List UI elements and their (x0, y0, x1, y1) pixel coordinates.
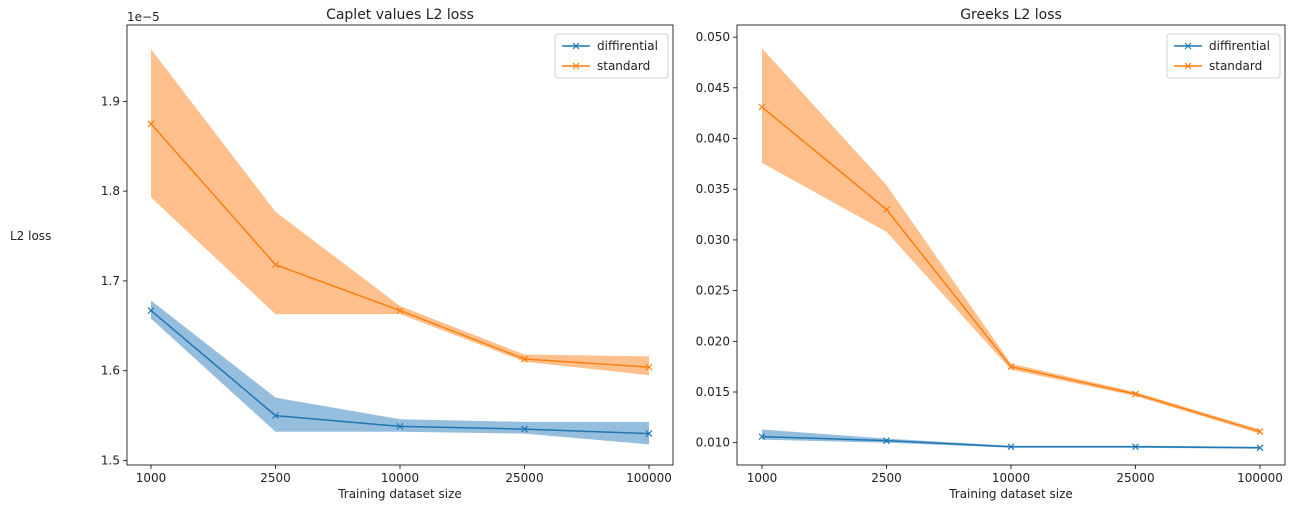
plot-frame (736, 24, 1286, 466)
y-tick-label: 1.6 (101, 364, 120, 378)
y-tick-label: 0.030 (696, 233, 730, 247)
shared-y-axis-label: L2 loss (10, 229, 52, 243)
standard-point (1132, 390, 1139, 398)
greeks-chart: 1000 2500 10000 25000 100000 0.010 0.015 0.020 0… (696, 7, 1286, 501)
differential-point (521, 425, 528, 433)
y-tick-label: 0.015 (696, 385, 730, 399)
y-tick-label: 0.020 (696, 334, 730, 348)
chart-title: Caplet values L2 loss (326, 7, 474, 23)
standard-legend-label: standard (597, 59, 650, 73)
x-tick-label: 2500 (260, 471, 291, 485)
y-tick-label: 1.5 (101, 454, 120, 468)
standard-point (147, 120, 155, 128)
standard-legend-label: standard (1209, 59, 1262, 73)
differential-legend-marker (1184, 42, 1192, 50)
standard-legend-marker (1184, 62, 1192, 70)
y-tick-label: 0.045 (696, 81, 730, 95)
y-tick-label: 0.050 (696, 30, 730, 44)
y-tick-label: 0.040 (696, 132, 730, 146)
x-tick-label: 25000 (505, 471, 543, 485)
y-tick-label: 1.9 (101, 94, 120, 108)
y-offset-label: 1e−5 (127, 10, 160, 24)
standard-point (396, 307, 404, 314)
differential-point (396, 422, 404, 430)
y-tick-label: 0.035 (696, 182, 730, 196)
legend: diffirential standard (1166, 33, 1281, 79)
x-tick-label: 1000 (747, 471, 778, 485)
y-tick-label: 0.010 (696, 436, 730, 450)
chart-title: Greeks L2 loss (960, 7, 1062, 23)
differential-point (147, 307, 155, 314)
caplet-values-chart: 1000 2500 10000 25000 100000 1.5 1.6 1.7 1.8 1.9 1… (101, 7, 674, 501)
standard-legend-marker (572, 62, 580, 70)
differential-legend-label: diffirential (1209, 39, 1270, 53)
differential-point (758, 433, 766, 441)
x-tick-label: 100000 (626, 471, 672, 485)
differential-band (151, 300, 649, 445)
differential-point (272, 412, 279, 420)
standard-point (883, 206, 890, 213)
differential-point (1007, 443, 1015, 451)
x-tick-label: 1000 (136, 471, 167, 485)
standard-point (758, 103, 766, 111)
standard-point (1256, 428, 1264, 435)
differential-point (883, 437, 890, 445)
x-tick-label: 2500 (871, 471, 902, 485)
x-axis-label: Training dataset size (948, 487, 1073, 501)
x-tick-label: 25000 (1116, 471, 1154, 485)
x-axis-label: Training dataset size (337, 487, 462, 501)
x-tick-label: 10000 (381, 471, 419, 485)
differential-legend-label: diffirential (597, 39, 658, 53)
differential-point (645, 430, 653, 437)
legend-box (1166, 33, 1281, 79)
legend: diffirential standard (554, 33, 669, 79)
standard-point (521, 355, 528, 363)
standard-point (272, 261, 279, 269)
standard-point (1007, 363, 1015, 371)
standard-band (151, 49, 649, 376)
y-tick-label: 1.8 (101, 184, 120, 198)
differential-point (1132, 443, 1139, 451)
standard-band (762, 48, 1260, 434)
x-tick-label: 10000 (992, 471, 1030, 485)
differential-point (1256, 444, 1264, 452)
legend-box (554, 33, 669, 79)
y-tick-label: 0.025 (696, 284, 730, 298)
differential-legend-marker (572, 42, 580, 50)
x-tick-label: 100000 (1237, 471, 1283, 485)
standard-point (645, 363, 653, 371)
y-tick-label: 1.7 (101, 274, 120, 288)
